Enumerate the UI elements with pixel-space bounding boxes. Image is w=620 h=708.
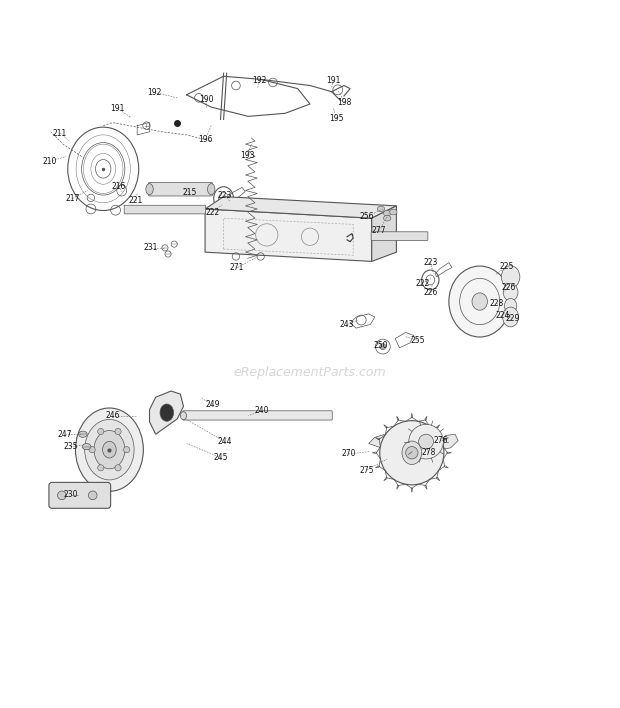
Polygon shape: [372, 206, 396, 261]
Text: 229: 229: [505, 314, 520, 324]
Text: 235: 235: [63, 442, 78, 451]
Ellipse shape: [180, 412, 187, 420]
Text: 224: 224: [495, 312, 510, 320]
Text: 223: 223: [218, 191, 232, 200]
Circle shape: [89, 491, 97, 500]
Text: 250: 250: [374, 341, 388, 350]
Ellipse shape: [449, 266, 511, 337]
Text: 195: 195: [329, 114, 344, 122]
Text: 210: 210: [42, 157, 56, 166]
Text: 191: 191: [326, 76, 340, 85]
Ellipse shape: [76, 408, 143, 491]
Circle shape: [115, 464, 121, 471]
Circle shape: [418, 434, 433, 449]
Text: 256: 256: [360, 212, 374, 222]
Text: 246: 246: [105, 411, 120, 421]
Text: 240: 240: [255, 406, 269, 416]
Text: 190: 190: [199, 95, 213, 104]
Ellipse shape: [383, 215, 391, 221]
Ellipse shape: [503, 307, 518, 327]
Ellipse shape: [402, 441, 422, 464]
Ellipse shape: [79, 431, 87, 438]
Text: 225: 225: [499, 262, 513, 271]
Text: 271: 271: [230, 263, 244, 272]
Text: 228: 228: [489, 299, 503, 308]
Text: 277: 277: [372, 226, 386, 235]
FancyBboxPatch shape: [371, 232, 428, 241]
FancyBboxPatch shape: [49, 482, 110, 508]
Text: 198: 198: [337, 98, 352, 107]
Ellipse shape: [378, 206, 384, 212]
Text: 249: 249: [205, 400, 219, 409]
Ellipse shape: [472, 293, 487, 310]
Ellipse shape: [94, 430, 125, 469]
Text: 226: 226: [502, 282, 516, 292]
Text: 278: 278: [422, 448, 436, 457]
Text: 226: 226: [424, 287, 438, 297]
Text: 243: 243: [340, 320, 354, 329]
Circle shape: [379, 421, 444, 485]
Ellipse shape: [103, 441, 116, 458]
Ellipse shape: [503, 284, 518, 301]
Text: 275: 275: [360, 466, 374, 474]
Ellipse shape: [383, 210, 391, 216]
FancyBboxPatch shape: [183, 411, 332, 420]
Text: eReplacementParts.com: eReplacementParts.com: [234, 366, 386, 379]
Polygon shape: [205, 197, 396, 218]
Text: 255: 255: [411, 336, 425, 345]
Text: 230: 230: [63, 490, 78, 499]
Ellipse shape: [85, 419, 134, 480]
Circle shape: [379, 343, 386, 350]
Circle shape: [89, 447, 95, 452]
Text: 244: 244: [218, 437, 232, 446]
Polygon shape: [205, 209, 372, 261]
Ellipse shape: [502, 266, 520, 288]
Circle shape: [405, 447, 418, 459]
Ellipse shape: [146, 183, 153, 195]
Circle shape: [58, 491, 66, 500]
Text: 216: 216: [112, 182, 126, 190]
Ellipse shape: [82, 443, 91, 450]
Polygon shape: [149, 391, 184, 434]
Text: 223: 223: [423, 258, 438, 267]
Text: 211: 211: [53, 129, 67, 137]
Text: 247: 247: [58, 430, 72, 439]
Text: 217: 217: [65, 194, 79, 203]
Circle shape: [98, 464, 104, 471]
Text: 245: 245: [214, 453, 228, 462]
Text: 222: 222: [205, 207, 219, 217]
Polygon shape: [369, 434, 393, 448]
FancyBboxPatch shape: [148, 183, 213, 196]
Text: 276: 276: [433, 436, 448, 445]
Circle shape: [409, 424, 443, 459]
Ellipse shape: [389, 210, 397, 215]
Text: 191: 191: [110, 104, 125, 113]
Text: 231: 231: [144, 244, 158, 252]
Text: 196: 196: [198, 135, 212, 144]
Text: 270: 270: [341, 450, 355, 459]
Text: 215: 215: [182, 188, 197, 197]
Text: 192: 192: [148, 88, 162, 97]
Ellipse shape: [505, 299, 516, 313]
Polygon shape: [436, 434, 458, 450]
Ellipse shape: [160, 404, 174, 421]
Text: 221: 221: [129, 196, 143, 205]
Text: 193: 193: [240, 151, 254, 160]
Circle shape: [115, 428, 121, 435]
Circle shape: [123, 447, 130, 452]
Text: 192: 192: [252, 76, 267, 85]
Text: 222: 222: [415, 278, 430, 287]
Circle shape: [98, 428, 104, 435]
Ellipse shape: [208, 183, 215, 195]
FancyBboxPatch shape: [124, 205, 206, 214]
